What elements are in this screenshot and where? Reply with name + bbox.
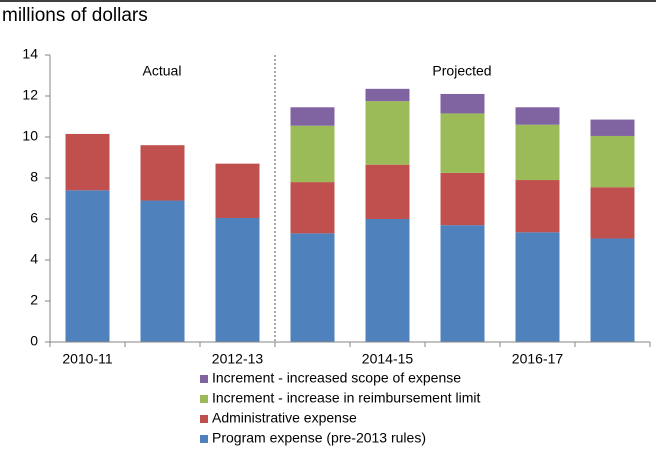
bar-segment [590,119,635,136]
bar-segment [590,135,635,188]
bar-segment [290,107,335,126]
legend-swatch [200,415,208,423]
x-tick-label: 2014-15 [362,351,414,367]
legend-swatch [200,395,208,403]
bar-segment [440,172,485,226]
bar-segment [290,182,335,234]
bar-segment [365,219,410,342]
bar-segment [215,217,260,342]
bar-segment [440,113,485,173]
bar-segment [515,232,560,342]
bar-segment [140,200,185,342]
legend-label: Program expense (pre-2013 rules) [212,430,426,446]
x-tick-label: 2016-17 [512,351,564,367]
bar-segment [515,107,560,125]
y-tick-label: 4 [30,251,38,267]
y-tick-label: 2 [30,292,38,308]
chart-title: millions of dollars [2,5,148,26]
legend-label: Increment - increased scope of expense [212,370,461,386]
bar-segment [365,88,410,102]
y-tick-label: 8 [30,169,38,185]
legend-label: Administrative expense [212,410,357,426]
y-tick-label: 6 [30,210,38,226]
bar-segment [215,163,260,218]
bar-segment [140,145,185,201]
bar-segment [365,101,410,165]
y-tick-label: 10 [22,128,38,144]
x-tick-label: 2010-11 [62,351,113,367]
bar-segment [440,225,485,342]
annotation: Actual [143,63,182,79]
x-tick-label: 2012-13 [212,351,264,367]
bar-segment [515,180,560,233]
annotation: Projected [432,63,491,79]
bar-segment [65,190,110,342]
bar-segment [440,93,485,114]
bar-segment [365,164,410,219]
legend-swatch [200,375,208,383]
legend-swatch [200,435,208,443]
y-tick-label: 12 [22,87,38,103]
bar-segment [590,187,635,239]
y-tick-label: 14 [22,46,38,62]
bar-segment [290,233,335,342]
y-tick-label: 0 [30,333,38,349]
bar-segment [590,238,635,342]
legend-label: Increment - increase in reimbursement li… [212,390,481,406]
bar-segment [515,124,560,181]
bar-segment [65,133,110,191]
bar-segment [290,125,335,183]
